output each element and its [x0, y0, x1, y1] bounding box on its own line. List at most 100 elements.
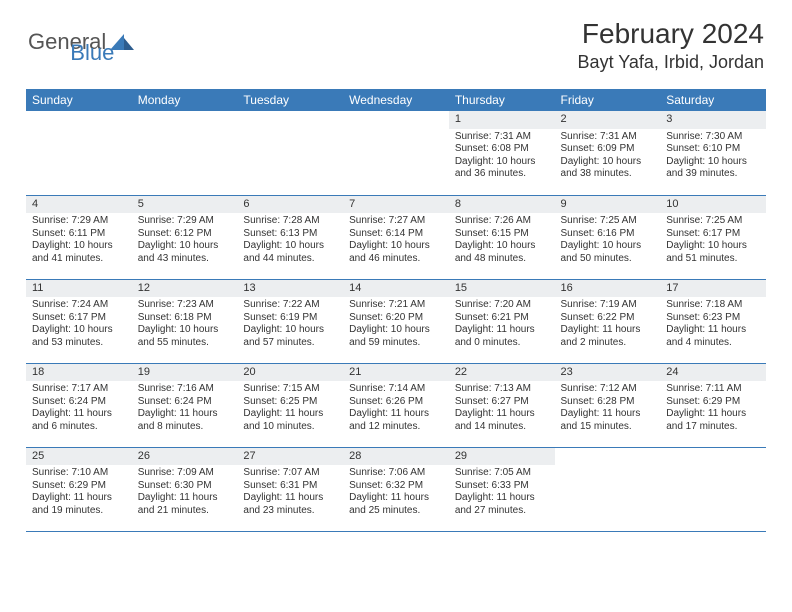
day-details: Sunrise: 7:23 AMSunset: 6:18 PMDaylight:… [132, 297, 238, 353]
calendar-day-cell: 4Sunrise: 7:29 AMSunset: 6:11 PMDaylight… [26, 195, 132, 279]
daylight-line1: Daylight: 10 hours [32, 240, 126, 253]
daylight-line2: and 27 minutes. [455, 505, 549, 518]
title-block: February 2024 Bayt Yafa, Irbid, Jordan [578, 18, 764, 73]
calendar-week-row: 11Sunrise: 7:24 AMSunset: 6:17 PMDayligh… [26, 279, 766, 363]
sunrise-text: Sunrise: 7:05 AM [455, 467, 549, 480]
daylight-line1: Daylight: 11 hours [561, 324, 655, 337]
calendar-day-cell: 10Sunrise: 7:25 AMSunset: 6:17 PMDayligh… [660, 195, 766, 279]
calendar-day-cell: .. [26, 111, 132, 195]
calendar-day-cell: 3Sunrise: 7:30 AMSunset: 6:10 PMDaylight… [660, 111, 766, 195]
daylight-line1: Daylight: 11 hours [138, 492, 232, 505]
daylight-line1: Daylight: 10 hours [138, 324, 232, 337]
sunrise-text: Sunrise: 7:31 AM [561, 131, 655, 144]
calendar-week-row: 18Sunrise: 7:17 AMSunset: 6:24 PMDayligh… [26, 363, 766, 447]
col-tuesday: Tuesday [237, 89, 343, 111]
day-details: Sunrise: 7:11 AMSunset: 6:29 PMDaylight:… [660, 381, 766, 437]
day-details: Sunrise: 7:26 AMSunset: 6:15 PMDaylight:… [449, 213, 555, 269]
sunset-text: Sunset: 6:17 PM [32, 312, 126, 325]
day-number: 2 [555, 111, 661, 129]
daylight-line1: Daylight: 10 hours [666, 156, 760, 169]
sunrise-text: Sunrise: 7:09 AM [138, 467, 232, 480]
daylight-line1: Daylight: 11 hours [455, 408, 549, 421]
calendar-day-cell: .. [660, 447, 766, 531]
sunset-text: Sunset: 6:30 PM [138, 480, 232, 493]
col-monday: Monday [132, 89, 238, 111]
calendar-day-cell: 1Sunrise: 7:31 AMSunset: 6:08 PMDaylight… [449, 111, 555, 195]
calendar-day-cell: 9Sunrise: 7:25 AMSunset: 6:16 PMDaylight… [555, 195, 661, 279]
day-number: 3 [660, 111, 766, 129]
daylight-line2: and 17 minutes. [666, 421, 760, 434]
daylight-line2: and 2 minutes. [561, 337, 655, 350]
calendar-header-row: Sunday Monday Tuesday Wednesday Thursday… [26, 89, 766, 111]
calendar-day-cell: 6Sunrise: 7:28 AMSunset: 6:13 PMDaylight… [237, 195, 343, 279]
daylight-line1: Daylight: 10 hours [455, 240, 549, 253]
day-details: Sunrise: 7:29 AMSunset: 6:12 PMDaylight:… [132, 213, 238, 269]
calendar-day-cell: 16Sunrise: 7:19 AMSunset: 6:22 PMDayligh… [555, 279, 661, 363]
sunset-text: Sunset: 6:18 PM [138, 312, 232, 325]
day-details: Sunrise: 7:25 AMSunset: 6:17 PMDaylight:… [660, 213, 766, 269]
sunset-text: Sunset: 6:32 PM [349, 480, 443, 493]
daylight-line2: and 14 minutes. [455, 421, 549, 434]
sunset-text: Sunset: 6:12 PM [138, 228, 232, 241]
sunrise-text: Sunrise: 7:22 AM [243, 299, 337, 312]
sunrise-text: Sunrise: 7:29 AM [32, 215, 126, 228]
daylight-line1: Daylight: 10 hours [349, 240, 443, 253]
sunrise-text: Sunrise: 7:23 AM [138, 299, 232, 312]
daylight-line2: and 15 minutes. [561, 421, 655, 434]
sunrise-text: Sunrise: 7:06 AM [349, 467, 443, 480]
daylight-line2: and 43 minutes. [138, 253, 232, 266]
daylight-line1: Daylight: 11 hours [561, 408, 655, 421]
day-details: Sunrise: 7:19 AMSunset: 6:22 PMDaylight:… [555, 297, 661, 353]
daylight-line2: and 48 minutes. [455, 253, 549, 266]
calendar-day-cell: 15Sunrise: 7:20 AMSunset: 6:21 PMDayligh… [449, 279, 555, 363]
calendar-day-cell: .. [132, 111, 238, 195]
day-number: 5 [132, 196, 238, 214]
calendar-day-cell: 18Sunrise: 7:17 AMSunset: 6:24 PMDayligh… [26, 363, 132, 447]
day-details: Sunrise: 7:29 AMSunset: 6:11 PMDaylight:… [26, 213, 132, 269]
daylight-line2: and 23 minutes. [243, 505, 337, 518]
calendar-day-cell: .. [237, 111, 343, 195]
daylight-line2: and 55 minutes. [138, 337, 232, 350]
sunrise-text: Sunrise: 7:21 AM [349, 299, 443, 312]
location-label: Bayt Yafa, Irbid, Jordan [578, 52, 764, 73]
sunset-text: Sunset: 6:19 PM [243, 312, 337, 325]
daylight-line1: Daylight: 10 hours [243, 240, 337, 253]
day-number: 20 [237, 364, 343, 382]
calendar-day-cell: 7Sunrise: 7:27 AMSunset: 6:14 PMDaylight… [343, 195, 449, 279]
day-details: Sunrise: 7:28 AMSunset: 6:13 PMDaylight:… [237, 213, 343, 269]
daylight-line2: and 6 minutes. [32, 421, 126, 434]
daylight-line2: and 36 minutes. [455, 168, 549, 181]
day-details: Sunrise: 7:10 AMSunset: 6:29 PMDaylight:… [26, 465, 132, 521]
calendar-day-cell: 2Sunrise: 7:31 AMSunset: 6:09 PMDaylight… [555, 111, 661, 195]
daylight-line1: Daylight: 10 hours [561, 240, 655, 253]
calendar-day-cell: 12Sunrise: 7:23 AMSunset: 6:18 PMDayligh… [132, 279, 238, 363]
day-details: Sunrise: 7:15 AMSunset: 6:25 PMDaylight:… [237, 381, 343, 437]
col-wednesday: Wednesday [343, 89, 449, 111]
sunset-text: Sunset: 6:15 PM [455, 228, 549, 241]
day-number: 14 [343, 280, 449, 298]
calendar-day-cell: 25Sunrise: 7:10 AMSunset: 6:29 PMDayligh… [26, 447, 132, 531]
calendar-day-cell: 19Sunrise: 7:16 AMSunset: 6:24 PMDayligh… [132, 363, 238, 447]
daylight-line2: and 53 minutes. [32, 337, 126, 350]
sunset-text: Sunset: 6:10 PM [666, 143, 760, 156]
daylight-line2: and 25 minutes. [349, 505, 443, 518]
day-number: 16 [555, 280, 661, 298]
calendar-day-cell: 28Sunrise: 7:06 AMSunset: 6:32 PMDayligh… [343, 447, 449, 531]
sunset-text: Sunset: 6:13 PM [243, 228, 337, 241]
sunset-text: Sunset: 6:24 PM [138, 396, 232, 409]
daylight-line2: and 38 minutes. [561, 168, 655, 181]
daylight-line2: and 39 minutes. [666, 168, 760, 181]
day-details: Sunrise: 7:14 AMSunset: 6:26 PMDaylight:… [343, 381, 449, 437]
daylight-line1: Daylight: 10 hours [243, 324, 337, 337]
day-number: 1 [449, 111, 555, 129]
sunset-text: Sunset: 6:26 PM [349, 396, 443, 409]
sunrise-text: Sunrise: 7:19 AM [561, 299, 655, 312]
day-number: 18 [26, 364, 132, 382]
day-details: Sunrise: 7:20 AMSunset: 6:21 PMDaylight:… [449, 297, 555, 353]
day-number: 26 [132, 448, 238, 466]
day-details: Sunrise: 7:12 AMSunset: 6:28 PMDaylight:… [555, 381, 661, 437]
sunrise-text: Sunrise: 7:25 AM [561, 215, 655, 228]
daylight-line2: and 8 minutes. [138, 421, 232, 434]
calendar-day-cell: 21Sunrise: 7:14 AMSunset: 6:26 PMDayligh… [343, 363, 449, 447]
sunset-text: Sunset: 6:21 PM [455, 312, 549, 325]
